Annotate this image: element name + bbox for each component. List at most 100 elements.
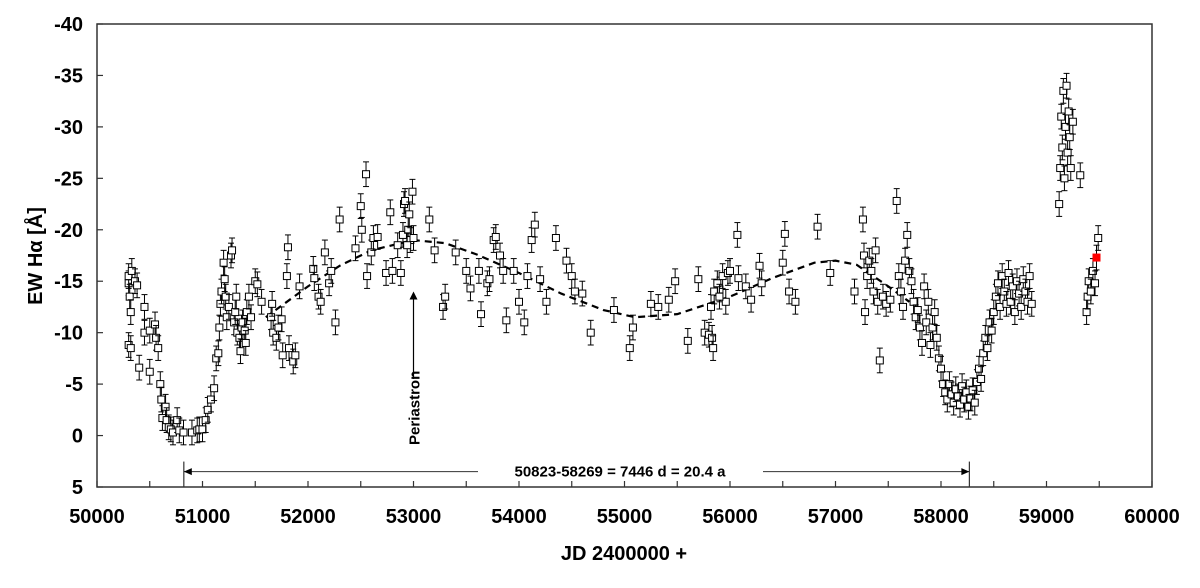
marker — [272, 333, 281, 342]
marker — [882, 299, 891, 308]
data-points-layer — [124, 72, 1103, 446]
marker — [154, 344, 163, 353]
marker — [1017, 302, 1026, 311]
data-point — [875, 347, 884, 374]
marker — [625, 344, 634, 353]
data-point — [373, 224, 382, 250]
data-point — [277, 306, 286, 333]
data-point — [282, 263, 291, 289]
marker — [859, 251, 868, 260]
data-point — [869, 278, 878, 305]
data-point — [451, 239, 460, 266]
marker — [578, 289, 587, 298]
data-point — [268, 291, 277, 317]
marker — [813, 222, 822, 231]
data-point — [363, 263, 372, 289]
marker — [125, 292, 134, 301]
marker — [362, 170, 371, 179]
x-tick-label: 56000 — [702, 506, 758, 528]
marker — [425, 215, 434, 224]
y-tick-label: -10 — [54, 323, 83, 345]
data-point — [709, 335, 718, 361]
data-point — [316, 288, 325, 315]
y-tick-label: -15 — [54, 271, 83, 293]
y-tick-label: -25 — [54, 168, 83, 190]
marker — [850, 287, 859, 296]
marker — [268, 299, 277, 308]
marker — [586, 328, 595, 337]
marker — [1058, 143, 1067, 152]
period-arrowhead-left — [183, 468, 192, 476]
data-point — [542, 288, 551, 315]
marker — [135, 363, 144, 372]
marker — [396, 268, 405, 277]
data-point — [327, 258, 336, 284]
data-point — [1010, 299, 1019, 325]
data-point — [214, 340, 223, 367]
marker — [201, 416, 210, 425]
marker — [161, 402, 170, 411]
data-point — [867, 258, 876, 284]
marker — [791, 297, 800, 306]
marker — [570, 287, 579, 296]
marker — [257, 297, 266, 306]
data-point — [646, 291, 655, 317]
data-point — [502, 307, 511, 334]
data-point — [388, 258, 397, 284]
marker — [1056, 164, 1065, 173]
y-tick-label: -35 — [54, 65, 83, 87]
data-point — [1017, 294, 1026, 320]
marker — [899, 302, 908, 311]
data-point — [977, 366, 986, 392]
data-point — [850, 278, 859, 305]
marker — [351, 244, 360, 253]
data-point — [726, 258, 734, 284]
marker — [462, 266, 471, 275]
data-point — [733, 222, 742, 248]
marker — [901, 256, 910, 265]
marker — [1082, 308, 1091, 317]
marker — [231, 308, 240, 317]
marker — [282, 272, 291, 281]
data-point — [570, 278, 579, 305]
marker — [664, 295, 673, 304]
marker — [609, 306, 618, 315]
marker — [1062, 81, 1071, 90]
data-point — [285, 335, 294, 361]
data-point — [757, 270, 766, 297]
marker — [1008, 282, 1017, 291]
data-point — [858, 206, 867, 233]
marker — [441, 292, 450, 301]
data-point — [567, 263, 576, 289]
marker — [909, 297, 918, 306]
marker — [527, 236, 536, 245]
marker — [393, 241, 402, 250]
marker — [241, 338, 250, 347]
marker — [502, 316, 511, 325]
marker — [983, 344, 992, 353]
marker — [277, 315, 286, 324]
fit-curve-layer — [265, 238, 910, 319]
marker — [253, 280, 262, 289]
marker — [320, 248, 329, 257]
marker — [152, 333, 161, 342]
marker — [219, 258, 228, 267]
marker — [285, 344, 294, 353]
marker — [451, 248, 460, 257]
marker — [499, 266, 508, 275]
marker — [247, 313, 256, 322]
data-point — [747, 286, 756, 313]
data-point — [320, 239, 329, 266]
marker — [757, 279, 766, 288]
data-point — [401, 188, 410, 214]
data-point — [785, 278, 794, 305]
fit-curve — [265, 238, 910, 319]
data-point — [462, 258, 471, 284]
data-point — [135, 354, 144, 381]
marker — [140, 302, 149, 311]
data-point — [215, 314, 224, 341]
marker — [278, 351, 287, 360]
marker — [235, 333, 244, 342]
data-point — [1076, 162, 1085, 189]
data-point — [530, 211, 539, 238]
